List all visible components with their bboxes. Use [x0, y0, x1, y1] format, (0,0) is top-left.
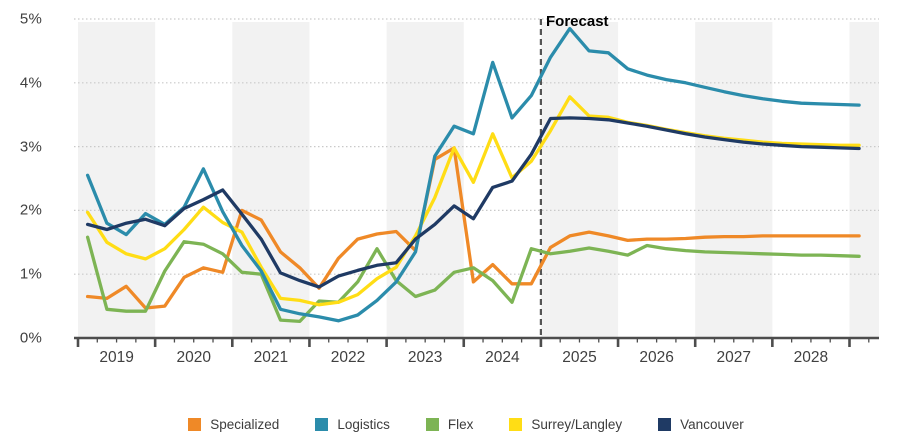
year-label: 2027: [717, 349, 751, 366]
y-axis-tick-label: 2%: [19, 201, 42, 219]
series-line-vancouver: [85, 116, 861, 289]
y-axis-tick-label: 1%: [19, 265, 42, 283]
legend-label: Logistics: [337, 417, 390, 432]
year-band: [540, 22, 619, 337]
series-line-flex: [85, 235, 861, 324]
series-line-logistics: [85, 26, 861, 323]
surrey-langley-swatch-icon: [509, 418, 523, 431]
year-label: 2022: [331, 349, 365, 366]
legend-item-logistics: Logistics: [315, 417, 390, 432]
vancouver-swatch-icon: [658, 418, 672, 431]
year-label: 2019: [99, 349, 133, 366]
y-axis-tick-label: 3%: [19, 138, 42, 156]
year-band: [695, 22, 773, 337]
chart-legend: Specialized Logistics Flex Surrey/Langle…: [0, 417, 912, 432]
legend-label: Surrey/Langley: [531, 417, 623, 432]
year-label: 2020: [176, 349, 211, 366]
year-label: 2024: [485, 349, 520, 366]
legend-item-flex: Flex: [425, 417, 474, 432]
flex-swatch-icon: [425, 418, 439, 431]
forecast-annotation: Forecast: [546, 13, 609, 30]
specialized-swatch-icon: [188, 418, 202, 431]
chart-plot-area: 2019 2020 2021 2022 2023 2024 2025 2026 2027 2028: [74, 18, 879, 366]
legend-label: Vancouver: [680, 417, 744, 432]
year-label: 2026: [639, 349, 673, 366]
year-label: 2028: [794, 349, 828, 366]
year-label: 2025: [562, 349, 596, 366]
y-axis-tick-label: 5%: [19, 10, 42, 28]
year-band: [849, 22, 879, 337]
legend-item-vancouver: Vancouver: [658, 417, 744, 432]
y-axis-tick-label: 0%: [19, 329, 42, 347]
legend-label: Specialized: [210, 417, 280, 432]
year-label: 2023: [408, 349, 442, 366]
series-line-specialized: [85, 146, 861, 310]
legend-item-specialized: Specialized: [188, 417, 279, 432]
y-axis-tick-label: 4%: [19, 74, 42, 92]
legend-item-surrey-langley: Surrey/Langley: [509, 417, 622, 432]
year-label: 2021: [254, 349, 288, 366]
year-band: [386, 22, 464, 337]
legend-label: Flex: [447, 417, 474, 432]
logistics-swatch-icon: [315, 418, 329, 431]
